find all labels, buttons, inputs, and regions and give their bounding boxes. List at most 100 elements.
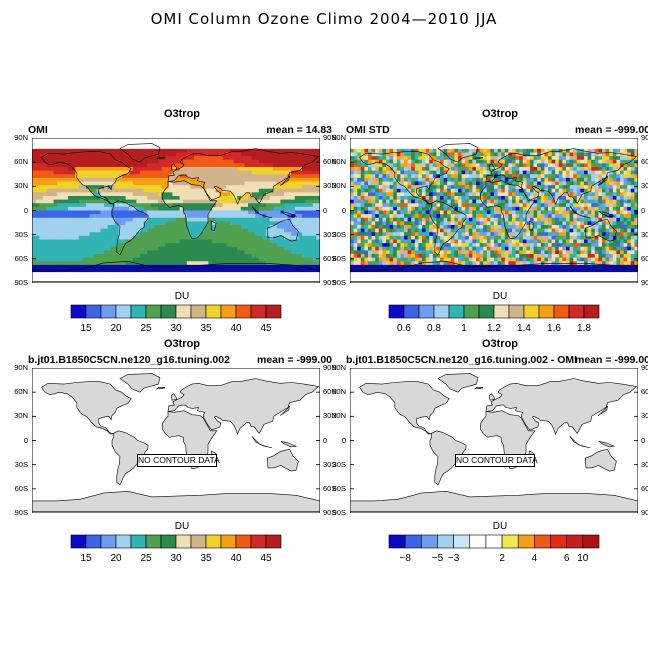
contour-cell: [458, 203, 462, 208]
contour-cell: [298, 228, 303, 233]
contour-cell: [118, 167, 123, 172]
contour-cell: [240, 145, 245, 150]
contour-cell: [104, 243, 108, 248]
contour-cell: [305, 199, 310, 204]
contour-cell: [294, 210, 299, 215]
contour-cell: [548, 156, 552, 161]
contour-cell: [60, 192, 65, 197]
contour-cell: [429, 188, 434, 193]
contour-cell: [602, 145, 606, 150]
contour-cell: [165, 272, 170, 277]
contour-cell: [566, 170, 570, 175]
contour-cell: [64, 192, 69, 197]
contour-cell: [46, 217, 51, 222]
contour-cell: [353, 192, 358, 197]
contour-cell: [598, 152, 603, 157]
contour-cell: [168, 275, 173, 280]
contour-cell: [501, 138, 506, 143]
contour-cell: [107, 188, 112, 193]
contour-cell: [176, 217, 180, 222]
contour-cell: [32, 177, 36, 182]
contour-cell: [623, 163, 628, 168]
contour-cell: [176, 185, 180, 190]
contour-cell: [436, 192, 441, 197]
contour-cell: [71, 246, 76, 251]
contour-cell: [298, 167, 303, 172]
contour-cell: [222, 203, 227, 208]
contour-cell: [104, 235, 108, 240]
contour-cell: [479, 163, 484, 168]
contour-cell: [118, 210, 123, 215]
contour-cell: [194, 141, 198, 146]
contour-cell: [551, 181, 556, 186]
contour-cell: [208, 239, 213, 244]
contour-cell: [143, 261, 148, 266]
contour-cell: [316, 181, 320, 186]
contour-cell: [165, 181, 170, 186]
contour-cell: [312, 203, 317, 208]
contour-cell: [125, 232, 130, 237]
contour-cell: [544, 196, 549, 201]
contour-cell: [244, 264, 249, 269]
contour-cell: [386, 177, 390, 182]
contour-cell: [350, 167, 354, 172]
contour-cell: [212, 246, 216, 251]
figure-title: OMI Column Ozone Climo 2004—2010 JJA: [150, 10, 498, 28]
contour-cell: [508, 210, 513, 215]
contour-cell: [226, 232, 231, 237]
contour-cell: [57, 148, 62, 153]
contour-cell: [208, 261, 213, 266]
contour-cell: [273, 239, 278, 244]
contour-cell: [425, 174, 430, 179]
contour-cell: [93, 214, 98, 219]
contour-cell: [222, 232, 227, 237]
contour-cell: [64, 210, 69, 215]
contour-cell: [353, 170, 358, 175]
contour-cell: [244, 141, 249, 146]
contour-cell: [612, 185, 617, 190]
contour-cell: [548, 163, 552, 168]
contour-cell: [454, 170, 459, 175]
contour-cell: [222, 221, 227, 226]
contour-cell: [309, 188, 314, 193]
contour-cell: [129, 210, 134, 215]
contour-cell: [512, 177, 516, 182]
contour-cell: [122, 275, 126, 280]
contour-cell: [60, 138, 65, 143]
contour-cell: [360, 206, 365, 211]
contour-cell: [612, 188, 617, 193]
contour-cell: [226, 210, 231, 215]
contour-cell: [68, 170, 72, 175]
contour-cell: [627, 199, 632, 204]
contour-cell: [309, 254, 314, 259]
contour-cell: [165, 192, 170, 197]
contour-cell: [407, 170, 412, 175]
contour-cell: [172, 210, 177, 215]
contour-cell: [172, 261, 177, 266]
contour-cell: [53, 177, 58, 182]
contour-cell: [476, 192, 480, 197]
contour-cell: [291, 264, 296, 269]
contour-cell: [396, 170, 401, 175]
contour-cell: [262, 170, 267, 175]
contour-cell: [168, 250, 173, 255]
contour-cell: [132, 141, 137, 146]
contour-cell: [605, 192, 610, 197]
contour-cell: [161, 250, 166, 255]
contour-cell: [197, 141, 202, 146]
contour-cell: [316, 159, 320, 164]
contour-cell: [602, 185, 606, 190]
contour-cell: [266, 174, 270, 179]
contour-cell: [89, 177, 94, 182]
contour-cell: [255, 170, 260, 175]
contour-cell: [294, 232, 299, 237]
contour-cell: [39, 221, 44, 226]
contour-cell: [129, 192, 134, 197]
contour-cell: [35, 199, 40, 204]
contour-cell: [375, 148, 380, 153]
contour-cell: [378, 159, 383, 164]
contour-cell: [468, 177, 473, 182]
contour-cell: [42, 235, 47, 240]
contour-cell: [302, 206, 306, 211]
contour-cell: [82, 217, 87, 222]
